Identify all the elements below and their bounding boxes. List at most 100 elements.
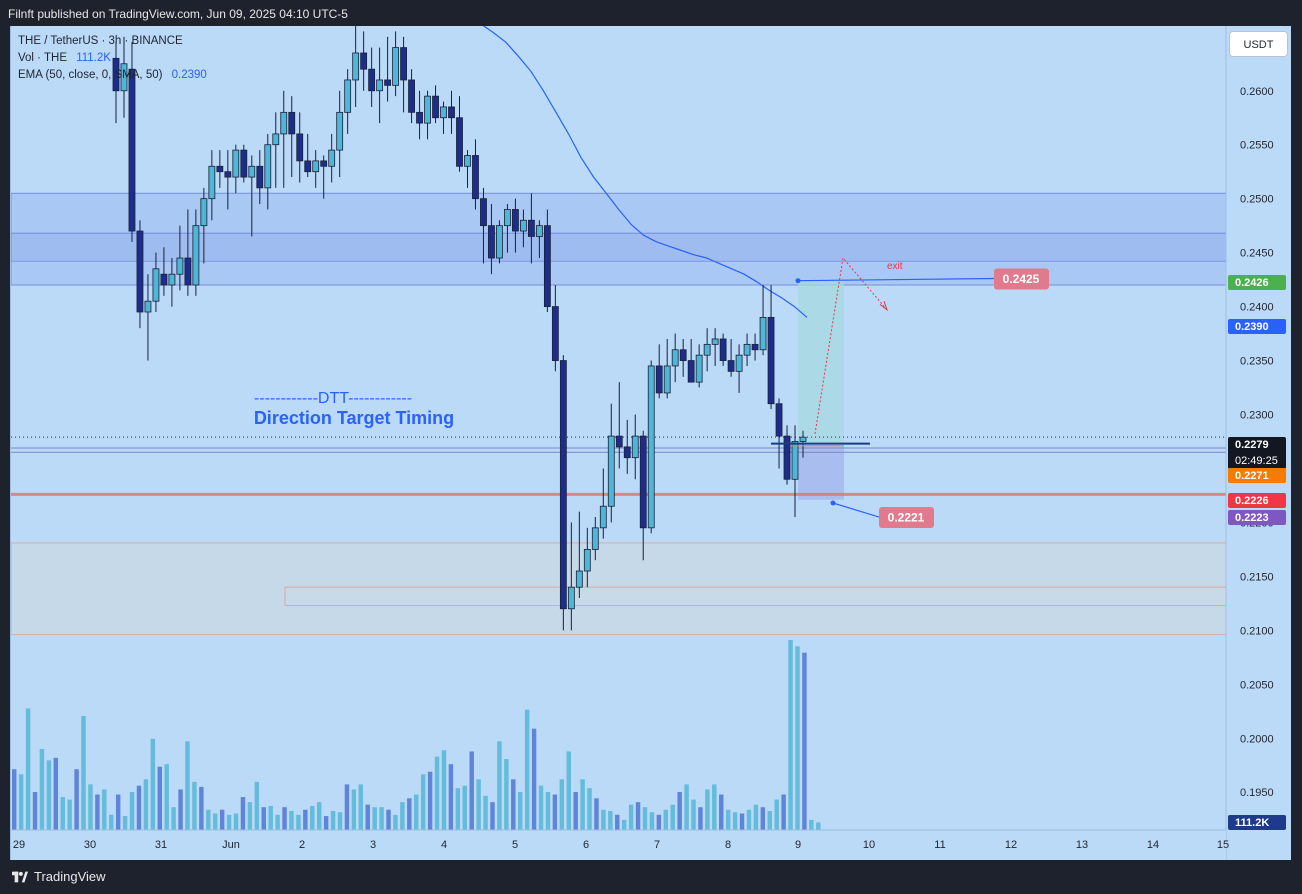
candle[interactable] <box>599 505 607 529</box>
candle[interactable] <box>368 68 376 92</box>
symbol-line[interactable]: THE / TetherUS · 3h · BINANCE <box>18 35 183 47</box>
candle[interactable] <box>480 198 487 227</box>
candle[interactable] <box>352 52 360 81</box>
candle[interactable] <box>775 403 783 437</box>
target-tag[interactable] <box>994 268 1049 290</box>
candle[interactable] <box>631 435 639 459</box>
candle[interactable] <box>583 549 591 572</box>
time-axis[interactable] <box>11 830 1226 860</box>
candle[interactable] <box>280 111 288 135</box>
candle[interactable] <box>751 343 759 351</box>
currency-button[interactable]: USDT <box>1229 31 1288 57</box>
candle[interactable] <box>160 273 168 286</box>
long-position-risk-zone[interactable] <box>798 445 844 500</box>
candle[interactable] <box>663 365 671 394</box>
candle[interactable] <box>200 198 208 227</box>
candle[interactable] <box>607 435 615 507</box>
candle[interactable] <box>671 349 679 367</box>
target-connector[interactable] <box>797 277 995 282</box>
candle[interactable] <box>655 365 663 394</box>
ema-legend[interactable]: EMA (50, close, 0, SMA, 50) 0.2390 <box>18 67 207 84</box>
candle[interactable] <box>504 209 511 227</box>
candle[interactable] <box>767 316 775 405</box>
candle[interactable] <box>336 111 344 151</box>
candle[interactable] <box>216 165 224 173</box>
candle[interactable] <box>472 155 479 200</box>
candle[interactable] <box>687 360 695 383</box>
candle[interactable] <box>551 306 559 361</box>
stop-tag[interactable] <box>879 507 934 529</box>
candle[interactable] <box>743 343 751 356</box>
candle[interactable] <box>520 219 527 232</box>
candle[interactable] <box>144 300 152 313</box>
ema-line[interactable] <box>443 26 808 318</box>
candle[interactable] <box>288 111 296 135</box>
candle[interactable] <box>735 354 743 372</box>
candle[interactable] <box>128 68 136 232</box>
candle[interactable] <box>464 155 471 167</box>
candle[interactable] <box>312 160 320 173</box>
candle[interactable] <box>527 219 535 237</box>
candle[interactable] <box>615 435 623 448</box>
candle[interactable] <box>719 338 727 361</box>
price-zone[interactable] <box>11 192 1227 262</box>
stop-anchor[interactable] <box>830 500 836 506</box>
axis-price-tag[interactable] <box>1228 815 1286 830</box>
candle[interactable] <box>152 268 160 302</box>
candle[interactable] <box>208 165 216 200</box>
candle[interactable] <box>112 57 120 92</box>
candle[interactable] <box>392 47 399 86</box>
target-anchor[interactable] <box>795 278 801 284</box>
candle[interactable] <box>711 338 719 345</box>
candle[interactable] <box>591 527 599 550</box>
candle[interactable] <box>264 144 272 189</box>
candle[interactable] <box>240 149 248 178</box>
candle[interactable] <box>567 586 575 610</box>
candle[interactable] <box>272 133 280 146</box>
axis-price-tag[interactable] <box>1228 510 1286 525</box>
stop-connector[interactable] <box>832 502 880 518</box>
candle[interactable] <box>184 257 192 286</box>
candle[interactable] <box>647 365 655 529</box>
candle[interactable] <box>543 225 551 307</box>
candle[interactable] <box>759 316 767 351</box>
candle[interactable] <box>320 160 328 167</box>
candle[interactable] <box>360 52 368 70</box>
candle[interactable] <box>791 441 799 480</box>
price-zone[interactable] <box>284 586 1227 607</box>
candle[interactable] <box>703 343 711 356</box>
candle[interactable] <box>695 354 703 383</box>
axis-price-tag[interactable] <box>1228 493 1286 508</box>
candle[interactable] <box>623 446 631 459</box>
tradingview-logo[interactable]: TradingView <box>12 869 106 884</box>
candle[interactable] <box>376 79 384 92</box>
candle[interactable] <box>440 106 447 119</box>
candle[interactable] <box>256 165 264 189</box>
price-chart[interactable]: 0.2425 0.2221 exit ------------DTT---------… <box>11 26 1291 860</box>
candle[interactable] <box>344 79 352 113</box>
long-position-profit-zone[interactable] <box>798 279 844 446</box>
candle[interactable] <box>296 133 304 162</box>
chart-pane[interactable]: 0.2425 0.2221 exit ------------DTT---------… <box>10 26 1291 860</box>
axis-price-tag[interactable] <box>1228 437 1286 469</box>
candle[interactable] <box>232 149 240 178</box>
axis-price-tag[interactable] <box>1228 319 1286 334</box>
axis-price-tag[interactable] <box>1228 275 1286 290</box>
candle[interactable] <box>639 435 647 529</box>
volume-legend[interactable]: Vol · THE 111.2K <box>18 50 207 67</box>
candle[interactable] <box>400 47 407 81</box>
candle[interactable] <box>136 230 144 313</box>
axis-price-tag[interactable] <box>1228 468 1286 483</box>
candle[interactable] <box>304 160 312 173</box>
candle[interactable] <box>727 360 735 372</box>
candle[interactable] <box>248 165 256 178</box>
candle[interactable] <box>448 106 455 119</box>
candle[interactable] <box>408 79 415 113</box>
candle[interactable] <box>120 63 128 92</box>
candle[interactable] <box>456 117 463 167</box>
candle[interactable] <box>168 273 176 286</box>
candle[interactable] <box>424 95 431 124</box>
candle[interactable] <box>575 570 583 588</box>
candle[interactable] <box>224 171 232 178</box>
candle[interactable] <box>535 225 543 237</box>
